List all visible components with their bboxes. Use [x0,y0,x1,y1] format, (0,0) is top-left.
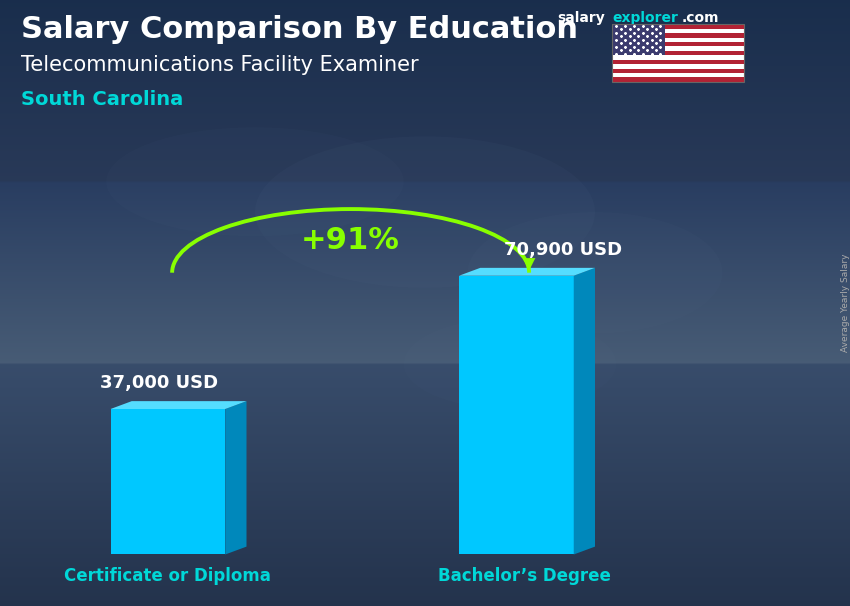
Bar [612,64,744,68]
Ellipse shape [255,136,595,288]
Text: 37,000 USD: 37,000 USD [100,374,218,392]
Text: 70,900 USD: 70,900 USD [504,241,622,259]
Text: Certificate or Diploma: Certificate or Diploma [65,567,271,585]
Ellipse shape [404,318,616,409]
Polygon shape [459,276,574,554]
Bar [612,38,744,42]
Polygon shape [574,268,595,554]
Bar [612,24,744,28]
FancyArrowPatch shape [523,255,536,270]
Text: South Carolina: South Carolina [21,90,184,108]
Bar [612,78,744,82]
Text: Salary Comparison By Education: Salary Comparison By Education [21,15,578,44]
Polygon shape [459,268,595,276]
Bar [612,47,744,51]
Bar [612,55,744,59]
Bar [612,51,744,55]
Text: +91%: +91% [301,227,400,255]
Text: explorer: explorer [613,11,678,25]
Text: Bachelor’s Degree: Bachelor’s Degree [439,567,611,585]
Polygon shape [110,409,225,554]
Text: Average Yearly Salary: Average Yearly Salary [842,254,850,352]
Text: .com: .com [682,11,719,25]
Bar [612,24,665,55]
Bar [612,28,744,33]
Bar [612,33,744,38]
Bar [612,68,744,73]
Polygon shape [110,401,246,409]
Ellipse shape [468,212,722,333]
Bar [612,42,744,47]
Ellipse shape [106,127,404,236]
Text: Telecommunications Facility Examiner: Telecommunications Facility Examiner [21,55,419,75]
Text: salary: salary [557,11,604,25]
Bar [612,59,744,64]
Bar [612,24,744,82]
Bar [612,73,744,78]
Polygon shape [225,401,246,554]
